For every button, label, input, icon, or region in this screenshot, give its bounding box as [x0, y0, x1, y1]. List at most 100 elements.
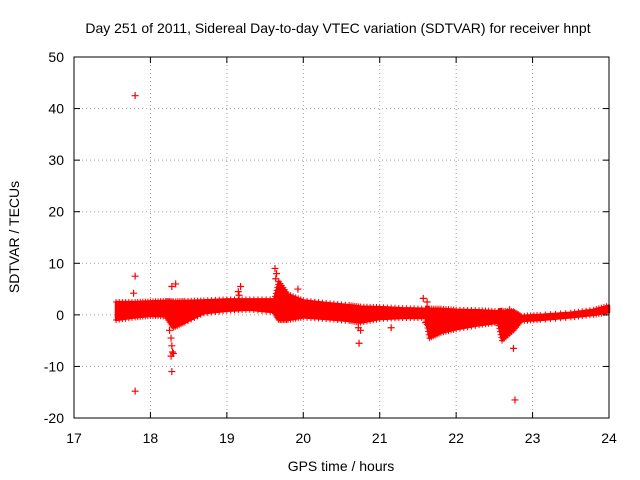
- data-point: [542, 311, 549, 318]
- data-point: [373, 316, 380, 323]
- data-point: [285, 291, 291, 298]
- y-tick-label: 50: [48, 49, 64, 65]
- x-tick-label: 24: [601, 430, 617, 446]
- data-point: [537, 317, 544, 324]
- data-point: [181, 319, 188, 326]
- outlier-point: [509, 344, 517, 352]
- data-point: [453, 326, 460, 333]
- data-point: [495, 322, 502, 329]
- outlier-point: [294, 285, 302, 293]
- outlier-point: [168, 342, 176, 350]
- data-point: [287, 292, 294, 299]
- outlier-point: [422, 319, 430, 327]
- outlier-point: [355, 339, 363, 347]
- y-tick-label: -10: [44, 358, 64, 374]
- y-tick-label: 10: [48, 255, 64, 271]
- data-point: [595, 305, 602, 312]
- data-point: [295, 295, 302, 302]
- data-point: [425, 328, 432, 335]
- y-tick-label: 30: [48, 152, 64, 168]
- data-point: [292, 294, 299, 301]
- x-tick-label: 23: [525, 430, 541, 446]
- data-point: [516, 312, 523, 319]
- data-point: [274, 284, 281, 291]
- y-axis-label: SDTVAR / TECUs: [6, 181, 22, 293]
- outlier-point: [506, 306, 514, 314]
- outlier-point: [167, 334, 175, 342]
- data-point: [495, 319, 502, 326]
- y-tick-label: 0: [56, 307, 64, 323]
- outlier-point: [131, 92, 139, 100]
- data-point: [440, 329, 447, 336]
- data-point: [586, 307, 593, 314]
- outlier-point: [168, 282, 176, 290]
- data-point: [197, 311, 204, 318]
- data-point: [460, 324, 467, 331]
- data-point: [370, 317, 377, 324]
- x-tick-label: 17: [66, 430, 82, 446]
- data-point: [464, 324, 471, 331]
- data-point: [273, 287, 280, 294]
- data-point: [542, 316, 549, 323]
- data-point: [424, 325, 431, 332]
- outlier-point: [419, 294, 427, 302]
- data-point: [194, 313, 201, 320]
- outlier-point: [423, 298, 431, 306]
- x-tick-label: 19: [219, 430, 235, 446]
- data-point: [297, 296, 304, 303]
- outlier-point: [387, 324, 395, 332]
- data-point: [472, 322, 479, 329]
- outlier-point: [234, 288, 242, 296]
- outlier-point: [130, 289, 138, 297]
- data-point: [496, 325, 503, 332]
- data-point: [557, 315, 564, 322]
- data-point: [188, 316, 195, 323]
- data-point: [456, 325, 463, 332]
- data-point: [497, 328, 504, 335]
- y-tick-label: 40: [48, 101, 64, 117]
- data-point: [537, 311, 544, 318]
- data-point: [271, 296, 278, 303]
- data-point: [367, 317, 374, 324]
- outlier-point: [131, 387, 139, 395]
- data-point: [468, 323, 475, 330]
- data-point: [290, 293, 297, 300]
- data-point: [603, 303, 610, 310]
- data-point: [360, 318, 367, 325]
- plot-border: [73, 56, 610, 419]
- outlier-point: [172, 280, 180, 288]
- outlier-point: [169, 348, 177, 356]
- outlier-point: [168, 368, 176, 376]
- outlier-point: [131, 272, 139, 280]
- data-point: [191, 314, 198, 321]
- grid: [74, 57, 609, 418]
- plot-frame: [73, 56, 610, 419]
- outlier-point: [237, 282, 245, 290]
- data-point: [598, 304, 605, 311]
- data-point: [593, 306, 600, 313]
- data-layer: [113, 92, 611, 404]
- data-point: [423, 318, 430, 325]
- data-point: [445, 328, 452, 335]
- x-tick-label: 18: [143, 430, 159, 446]
- ticks: 17 18 19 20 21 22 23 24 -20 -10 0 10 20 30 40 50: [44, 49, 617, 446]
- data-point: [448, 327, 455, 334]
- data-point: [562, 314, 569, 321]
- outlier-point: [272, 275, 280, 283]
- data-point: [185, 318, 192, 325]
- outlier-point: [273, 270, 281, 278]
- data-point: [437, 329, 444, 336]
- x-tick-label: 21: [372, 430, 388, 446]
- data-point: [497, 331, 504, 338]
- data-point: [450, 326, 457, 333]
- data-point: [272, 293, 279, 300]
- outlier-point: [357, 326, 365, 334]
- y-tick-label: 20: [48, 204, 64, 220]
- x-axis-label: GPS time / hours: [288, 458, 395, 474]
- outlier-point: [511, 396, 519, 404]
- outlier-point: [166, 326, 174, 334]
- outlier-point: [271, 264, 279, 272]
- data-point: [442, 328, 449, 335]
